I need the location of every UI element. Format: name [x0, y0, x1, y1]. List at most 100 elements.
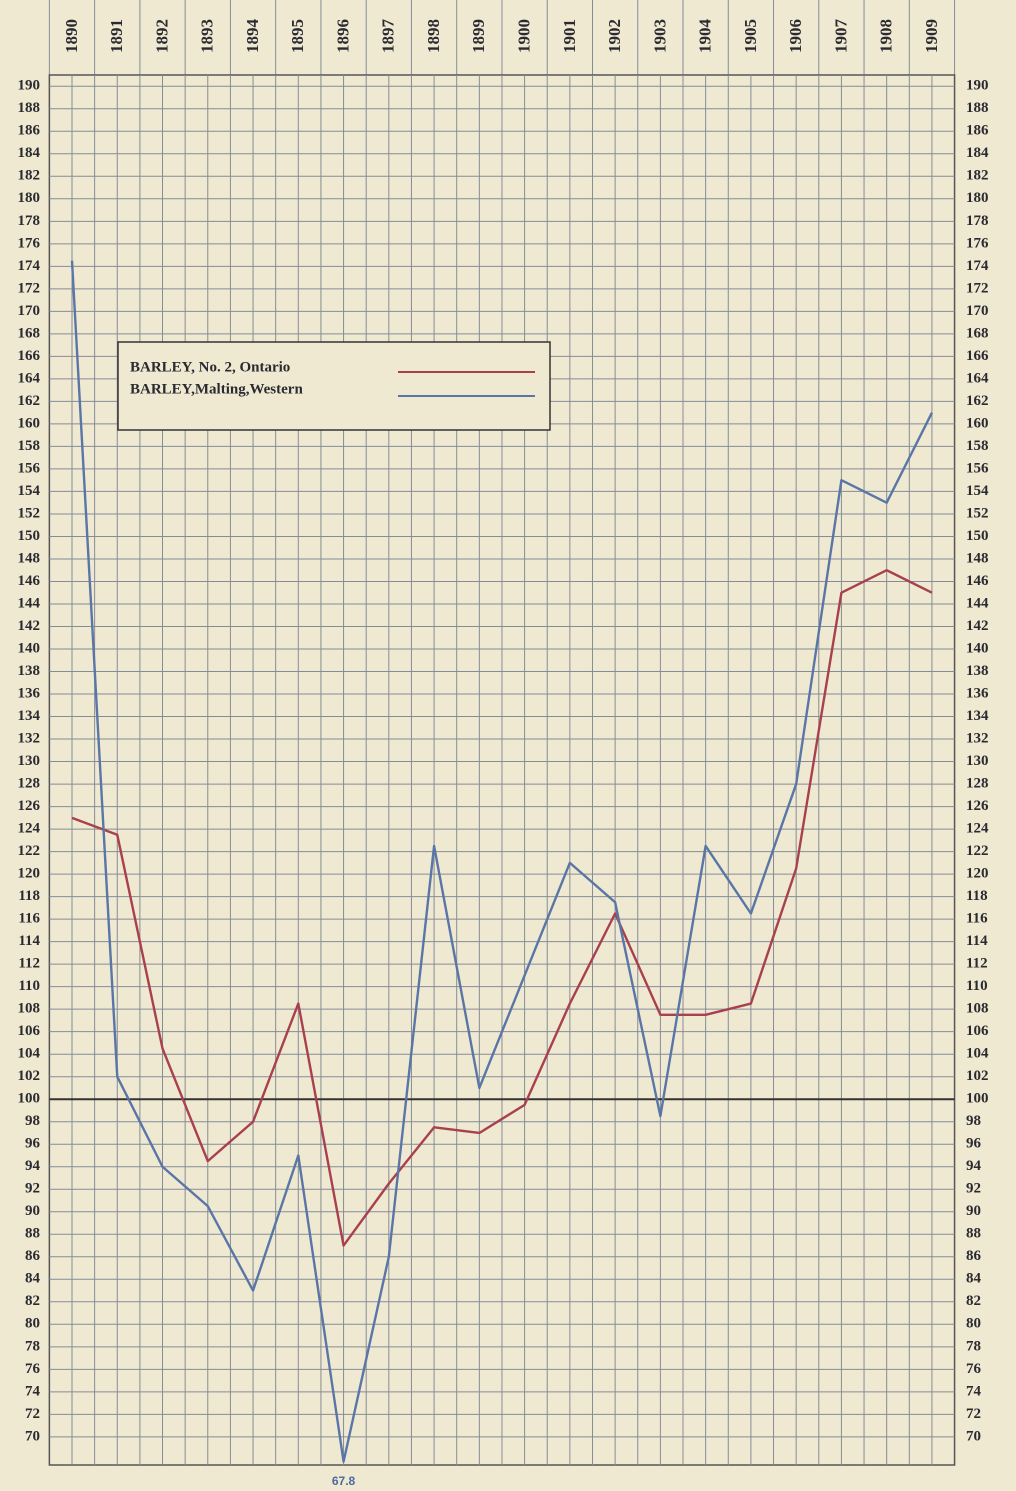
legend-box: [117, 341, 551, 431]
y-tick-label: 98: [25, 1113, 40, 1129]
y-tick-label: 70: [25, 1428, 40, 1444]
y-tick-label-right: 110: [966, 978, 988, 994]
x-tick-label: 1903: [650, 19, 669, 53]
y-tick-label-right: 90: [966, 1203, 981, 1219]
y-tick-label: 92: [25, 1181, 40, 1197]
y-tick-label-right: 96: [966, 1136, 982, 1152]
y-tick-label: 190: [18, 78, 41, 94]
y-tick-label-right: 186: [966, 123, 989, 139]
y-tick-label-right: 154: [966, 483, 989, 499]
y-tick-label-right: 164: [966, 370, 989, 386]
y-tick-label-right: 142: [966, 618, 989, 634]
y-tick-label-right: 114: [966, 933, 988, 949]
y-tick-label-right: 112: [966, 956, 988, 972]
y-tick-label-right: 166: [966, 348, 989, 364]
y-tick-label: 108: [18, 1001, 41, 1017]
y-tick-label-right: 78: [966, 1338, 981, 1354]
y-tick-label: 80: [25, 1316, 40, 1332]
y-tick-label: 130: [18, 753, 41, 769]
y-tick-label-right: 160: [966, 415, 989, 431]
y-tick-label: 106: [18, 1023, 41, 1039]
y-tick-label-right: 86: [966, 1248, 982, 1264]
y-tick-label-right: 136: [966, 685, 989, 701]
y-tick-label: 176: [18, 235, 41, 251]
data-line: [70, 260, 934, 1463]
y-tick-label-right: 118: [966, 888, 988, 904]
y-tick-label: 188: [18, 100, 41, 116]
x-tick-label: 1897: [379, 19, 398, 54]
y-tick-label-right: 102: [966, 1068, 989, 1084]
legend-label: BARLEY, No. 2, Ontario: [130, 359, 290, 375]
x-tick-label: 1906: [786, 19, 805, 53]
y-tick-label-right: 124: [966, 821, 989, 837]
y-tick-label: 174: [18, 258, 41, 274]
y-tick-label: 116: [18, 911, 40, 927]
y-tick-label: 96: [25, 1136, 41, 1152]
y-tick-label: 150: [18, 528, 41, 544]
y-tick-label: 178: [18, 213, 41, 229]
y-tick-label-right: 98: [966, 1113, 981, 1129]
y-tick-label-right: 182: [966, 168, 989, 184]
y-tick-label: 140: [18, 640, 41, 656]
y-tick-label: 158: [18, 438, 41, 454]
y-tick-label-right: 150: [966, 528, 989, 544]
y-tick-label: 128: [18, 776, 41, 792]
y-tick-label: 76: [25, 1361, 41, 1377]
legend: BARLEY, No. 2, Ontario BARLEY,Malting,We…: [117, 341, 551, 431]
y-tick-label: 186: [18, 123, 41, 139]
y-tick-label-right: 70: [966, 1428, 981, 1444]
y-tick-label-right: 128: [966, 776, 989, 792]
x-tick-label: 1890: [62, 19, 81, 53]
y-tick-label: 120: [18, 866, 41, 882]
y-tick-label-right: 170: [966, 303, 989, 319]
y-tick-label: 132: [18, 730, 41, 746]
y-tick-label-right: 134: [966, 708, 989, 724]
y-tick-label: 102: [18, 1068, 41, 1084]
x-tick-label: 1895: [288, 19, 307, 53]
y-tick-label: 110: [18, 978, 40, 994]
y-tick-label: 170: [18, 303, 41, 319]
y-tick-label-right: 74: [966, 1383, 982, 1399]
legend-label: BARLEY,Malting,Western: [130, 381, 303, 397]
y-tick-label-right: 152: [966, 505, 989, 521]
y-tick-label: 84: [25, 1271, 41, 1287]
y-tick-label-right: 172: [966, 280, 989, 296]
y-tick-label-right: 108: [966, 1001, 989, 1017]
y-tick-label-right: 126: [966, 798, 989, 814]
y-tick-label: 164: [18, 370, 41, 386]
y-tick-label: 72: [25, 1406, 40, 1422]
data-line: [71, 569, 933, 1247]
x-tick-label: 1896: [333, 19, 352, 53]
y-tick-label-right: 162: [966, 393, 989, 409]
y-tick-label: 156: [18, 460, 41, 476]
y-tick-label-right: 92: [966, 1181, 981, 1197]
y-tick-label: 118: [18, 888, 40, 904]
y-tick-label-right: 148: [966, 550, 989, 566]
y-tick-label: 114: [18, 933, 40, 949]
y-tick-label: 122: [18, 843, 41, 859]
y-tick-label-right: 188: [966, 100, 989, 116]
y-tick-label-right: 168: [966, 325, 989, 341]
y-tick-label: 78: [25, 1338, 40, 1354]
y-tick-label-right: 76: [966, 1361, 982, 1377]
y-tick-label-right: 104: [966, 1046, 989, 1062]
y-tick-label: 138: [18, 663, 41, 679]
y-tick-label: 104: [18, 1046, 41, 1062]
y-tick-label: 88: [25, 1226, 40, 1242]
y-tick-label-right: 122: [966, 843, 989, 859]
y-tick-label-right: 84: [966, 1271, 982, 1287]
y-tick-label: 86: [25, 1248, 41, 1264]
x-tick-label: 1891: [107, 19, 126, 53]
y-tick-label-right: 184: [966, 145, 989, 161]
y-tick-label: 146: [18, 573, 41, 589]
y-tick-label: 112: [18, 956, 40, 972]
y-tick-label: 134: [18, 708, 41, 724]
y-tick-label-right: 120: [966, 866, 989, 882]
y-tick-label-right: 80: [966, 1316, 981, 1332]
y-tick-label: 142: [18, 618, 41, 634]
y-tick-label-right: 190: [966, 78, 989, 94]
y-tick-label-right: 146: [966, 573, 989, 589]
x-tick-label: 1898: [424, 19, 443, 53]
